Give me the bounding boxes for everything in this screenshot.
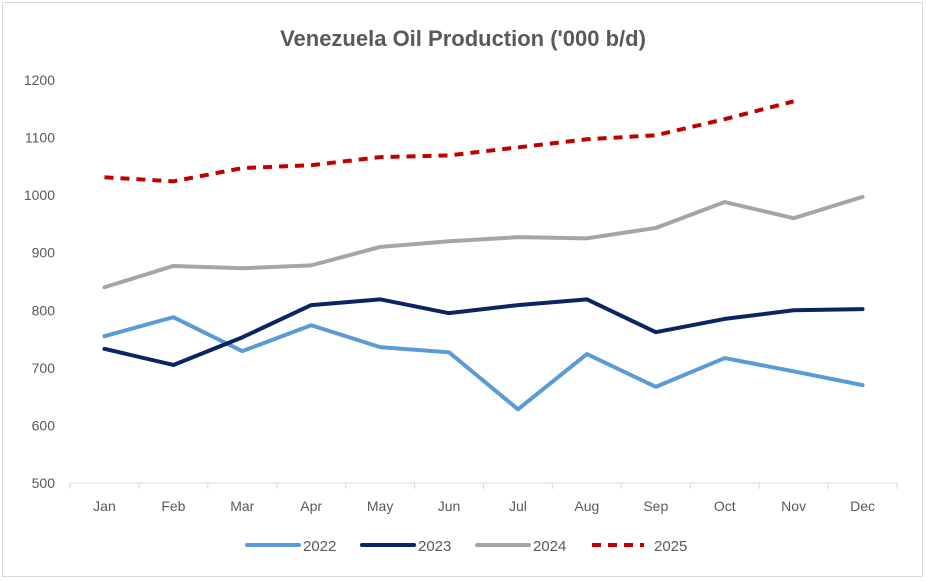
series-line-2023	[102, 297, 865, 367]
legend-item-2024: 2024	[475, 538, 566, 555]
legend-label: 2022	[303, 538, 336, 555]
series-line-2024	[102, 194, 865, 290]
x-tick-label: Oct	[714, 498, 736, 514]
x-tick-label: Mar	[230, 498, 254, 514]
legend-label: 2025	[654, 538, 687, 555]
x-tick-label: Nov	[781, 498, 806, 514]
legend-label: 2024	[533, 538, 566, 555]
legend-label: 2023	[418, 538, 451, 555]
x-tick-label: Apr	[300, 498, 322, 514]
y-tick-label: 500	[32, 475, 56, 491]
y-tick-label: 1100	[25, 130, 55, 146]
x-tick-label: Sep	[643, 498, 668, 514]
y-tick-label: 1000	[24, 187, 55, 203]
x-tick-label: Dec	[850, 498, 875, 514]
y-tick-label: 1200	[24, 72, 55, 88]
y-tick-label: 800	[32, 302, 56, 318]
x-tick-label: Aug	[574, 498, 599, 514]
legend-item-2025: 2025	[592, 538, 687, 555]
legend-item-2023: 2023	[360, 538, 451, 555]
x-tick-label: Feb	[161, 498, 185, 514]
legend-item-2022: 2022	[245, 538, 336, 555]
x-tick-label: Jan	[93, 498, 116, 514]
x-tick-label: May	[367, 498, 393, 514]
y-tick-label: 700	[32, 360, 56, 376]
series-line-2025	[104, 99, 795, 184]
x-tick-label: Jun	[438, 498, 461, 514]
x-tick-label: Jul	[509, 498, 527, 514]
series-line-2022	[102, 315, 865, 412]
y-tick-label: 900	[32, 245, 56, 261]
chart-title: Venezuela Oil Production ('000 b/d)	[280, 26, 646, 51]
y-tick-label: 600	[32, 417, 56, 433]
